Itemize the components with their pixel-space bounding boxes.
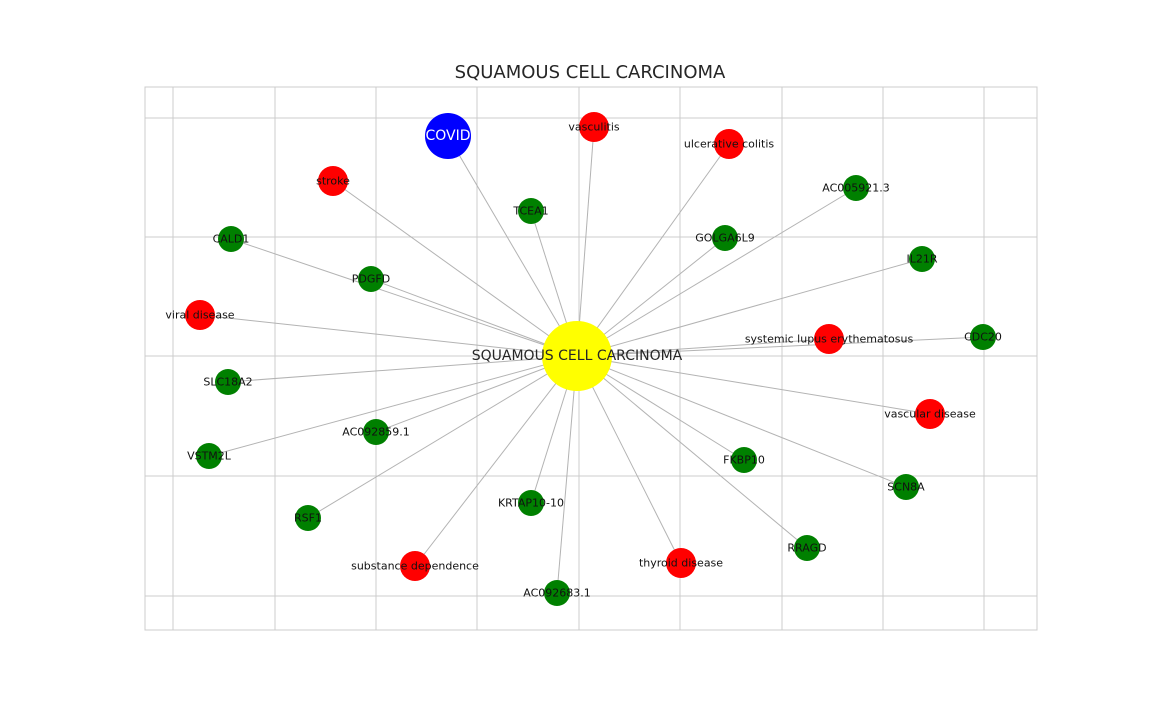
label-fkbp10: FKBP10 [723, 454, 765, 467]
node-krtap10 [518, 490, 544, 516]
edge-vascular-disease [576, 355, 931, 415]
node-ulcerative-colitis [714, 129, 744, 159]
node-ac092859 [363, 419, 389, 445]
node-vstm2l [196, 443, 222, 469]
edge-cdc20 [576, 336, 984, 357]
node-tcea1 [518, 198, 544, 224]
label-ac092683: AC092683.1 [523, 587, 591, 600]
node-ac005921 [843, 175, 869, 201]
edge-stroke [332, 180, 578, 357]
edge-thyroid-disease [576, 355, 682, 564]
label-il21r: IL21R [906, 253, 937, 266]
label-golga6l9: GOLGA6L9 [695, 232, 755, 245]
label-rsf1: RSF1 [294, 512, 322, 525]
node-il21r [909, 246, 935, 272]
plot-frame [144, 86, 1038, 631]
edge-viral-disease [199, 314, 578, 357]
label-ac092859: AC092859.1 [342, 426, 410, 439]
node-covid [425, 113, 471, 159]
node-rragd [794, 535, 820, 561]
label-pdgfd: PDGFD [352, 273, 390, 286]
node-center [542, 321, 612, 391]
edge-ulcerative-colitis [576, 143, 730, 357]
node-fkbp10 [731, 447, 757, 473]
label-center: SQUAMOUS CELL CARCINOMA [472, 348, 683, 364]
edge-vstm2l [208, 355, 578, 457]
edge-covid [447, 135, 578, 357]
label-stroke: stroke [316, 175, 350, 188]
label-covid: COVID [425, 128, 470, 144]
node-cald1 [218, 226, 244, 252]
node-scn8a [893, 474, 919, 500]
label-thyroid-disease: thyroid disease [639, 557, 723, 570]
label-vascular-disease: vascular disease [884, 408, 976, 421]
edge-sle [576, 338, 830, 357]
edges [199, 126, 984, 594]
edge-slc18a2 [227, 355, 578, 383]
node-labels: COVID vasculitis ulcerative colitis stroke A… [165, 121, 1002, 600]
label-rragd: RRAGD [787, 542, 826, 555]
node-thyroid-disease [666, 548, 696, 578]
edge-ac005921 [576, 187, 857, 357]
label-ac005921: AC005921.3 [822, 182, 890, 195]
label-ulcerative-colitis: ulcerative colitis [684, 138, 775, 151]
label-sle: systemic lupus erythematosus [745, 333, 914, 346]
label-vasculitis: vasculitis [568, 121, 619, 134]
node-golga6l9 [712, 225, 738, 251]
node-stroke [318, 166, 348, 196]
label-cald1: CALD1 [213, 233, 250, 246]
label-tcea1: TCEA1 [512, 205, 548, 218]
node-rsf1 [295, 505, 321, 531]
node-substance-dependence [400, 551, 430, 581]
node-vascular-disease [915, 399, 945, 429]
edge-ac092859 [375, 355, 578, 433]
label-cdc20: CDC20 [964, 331, 1002, 344]
nodes [185, 112, 996, 606]
edge-rsf1 [307, 355, 578, 519]
edge-ac092683 [556, 355, 578, 594]
label-viral-disease: viral disease [165, 309, 234, 322]
label-vstm2l: VSTM2L [187, 450, 232, 463]
edge-substance-dependence [414, 355, 578, 567]
edge-cald1 [230, 238, 578, 357]
node-pdgfd [358, 266, 384, 292]
node-cdc20 [970, 324, 996, 350]
label-krtap10: KRTAP10-10 [498, 497, 564, 510]
edge-rragd [576, 355, 808, 549]
edge-pdgfd [370, 278, 578, 357]
node-ac092683 [544, 580, 570, 606]
label-substance-dependence: substance dependence [351, 560, 479, 573]
label-scn8a: SCN8A [887, 481, 925, 494]
node-sle [814, 324, 844, 354]
node-vasculitis [579, 112, 609, 142]
edge-scn8a [576, 355, 907, 488]
edge-vasculitis [576, 126, 595, 357]
label-slc18a2: SLC18A2 [203, 376, 252, 389]
edge-il21r [576, 258, 923, 357]
node-viral-disease [185, 300, 215, 330]
chart-title: SQUAMOUS CELL CARCINOMA [454, 62, 726, 83]
node-slc18a2 [215, 369, 241, 395]
